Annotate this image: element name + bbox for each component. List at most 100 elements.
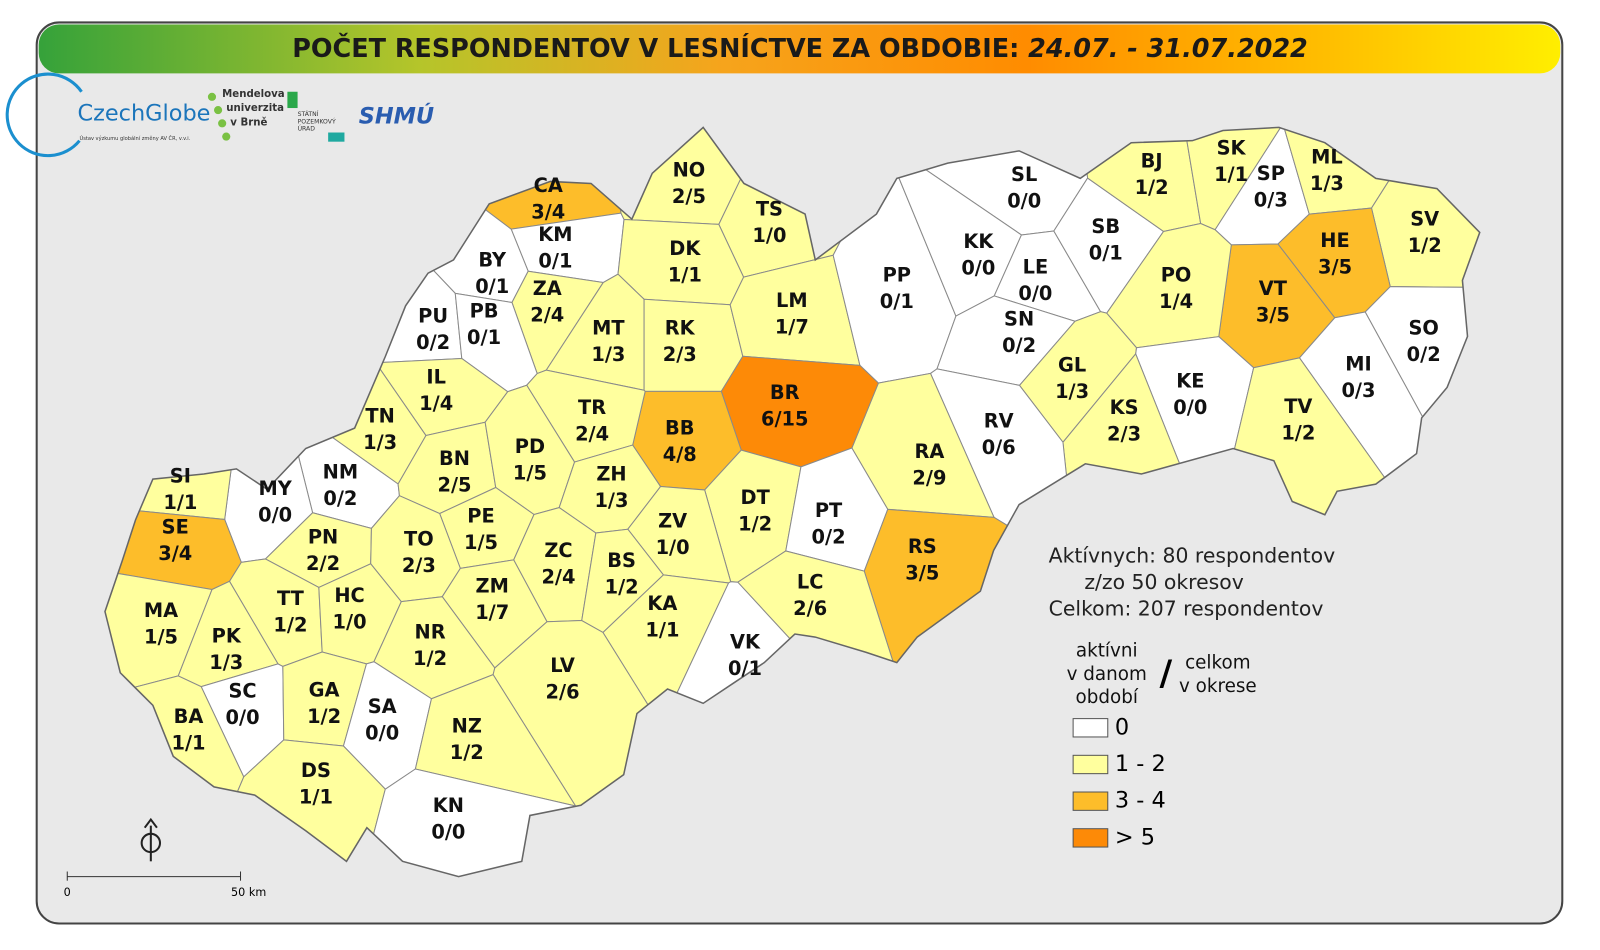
district-ratio: 0/1	[467, 326, 501, 349]
legend-note: aktívni	[1076, 640, 1138, 661]
district-ratio: 2/4	[530, 303, 564, 326]
district-ratio: 1/1	[172, 732, 206, 755]
district-ratio: 1/4	[1159, 290, 1193, 313]
district-code: BA	[174, 705, 204, 728]
district-code: RK	[665, 317, 696, 340]
district-code: TR	[578, 396, 606, 419]
district-ratio: 1/0	[333, 610, 367, 633]
district-ratio: 2/4	[575, 423, 609, 446]
district-ratio: 1/3	[209, 651, 243, 674]
district-code: PN	[308, 526, 338, 549]
district-code: DT	[741, 486, 771, 509]
district-ratio: 1/1	[1214, 163, 1248, 186]
district-code: SI	[170, 465, 191, 488]
district-ratio: 2/9	[912, 467, 946, 490]
district-code: RV	[984, 409, 1014, 432]
district-code: SA	[368, 695, 397, 718]
district-ratio: 1/2	[307, 705, 341, 728]
district-ratio: 1/3	[591, 343, 625, 366]
district-code: SL	[1011, 163, 1037, 186]
north-arrow	[140, 817, 162, 862]
logo-text: Ústav výzkumu globální změny AV ČR, v.v.…	[79, 135, 190, 142]
district-ratio: 1/3	[363, 431, 397, 454]
legend-note: v okrese	[1179, 676, 1257, 697]
district-ratio: 2/4	[541, 565, 575, 588]
district-code: BS	[607, 549, 636, 572]
district-code: MI	[1345, 352, 1371, 375]
district-code: ZA	[533, 277, 562, 300]
district-code: MT	[592, 317, 625, 340]
district-ratio: 1/1	[299, 786, 333, 809]
district-code: BY	[478, 248, 507, 271]
logo-text: Mendelova	[222, 89, 285, 100]
district-ratio: 3/5	[1318, 256, 1352, 279]
district-ratio: 1/7	[475, 601, 509, 624]
district-code: BB	[665, 417, 695, 440]
district-ratio: 0/0	[365, 721, 399, 744]
district-ratio: 1/4	[419, 392, 453, 415]
district-ratio: 0/0	[226, 706, 260, 729]
district-ratio: 1/7	[775, 316, 809, 339]
district-code: ZH	[596, 462, 626, 485]
legend-note: celkom	[1185, 653, 1250, 674]
district-ratio: 0/1	[475, 275, 509, 298]
district-ratio: 1/2	[605, 576, 639, 599]
district-code: SB	[1091, 215, 1120, 238]
district-code: BJ	[1141, 150, 1163, 173]
logo-text: POZEMKOVÝ	[298, 116, 336, 125]
district-ratio: 0/0	[258, 503, 292, 526]
legend-label: 1 - 2	[1115, 751, 1166, 777]
district-ratio: 2/5	[672, 185, 706, 208]
logos: CzechGlobe Ústav výzkumu globální změny …	[5, 72, 434, 158]
logo-text: STÁTNÍ	[298, 109, 319, 118]
district-code: PT	[815, 499, 843, 522]
district-code: PB	[470, 299, 499, 322]
district-code: IL	[426, 366, 446, 389]
district-code: BR	[770, 381, 800, 404]
district-code: KM	[538, 223, 572, 246]
district-code: GL	[1058, 353, 1086, 376]
logo-text: SHMÚ	[359, 102, 434, 130]
district-code: LE	[1023, 256, 1049, 279]
district-code: HC	[334, 584, 364, 607]
district-ratio: 2/3	[663, 343, 697, 366]
district-code: BN	[439, 447, 470, 470]
district-ratio: 1/2	[273, 613, 307, 636]
district-ratio: 1/5	[513, 461, 547, 484]
district-code: MA	[144, 599, 178, 622]
district-ratio: 2/2	[306, 552, 340, 575]
district-ratio: 1/3	[1310, 172, 1344, 195]
district-ratio: 2/6	[793, 597, 827, 620]
district-ratio: 0/1	[538, 249, 572, 272]
summary: Aktívnych: 80 respondentov	[1049, 544, 1336, 568]
legend-slash: /	[1160, 654, 1173, 694]
district-ratio: 3/5	[1256, 303, 1290, 326]
district-ratio: 1/5	[464, 531, 498, 554]
district-code: LC	[797, 571, 824, 594]
district-ratio: 3/4	[531, 201, 565, 224]
district-code: KS	[1110, 396, 1139, 419]
legend-label: 3 - 4	[1115, 788, 1166, 814]
district-code: PO	[1161, 264, 1192, 287]
district-ratio: 1/2	[413, 647, 447, 670]
district-code: KE	[1176, 370, 1204, 393]
district-ratio: 3/4	[158, 542, 192, 565]
summary: z/zo 50 okresov	[1084, 570, 1243, 594]
district-ratio: 2/5	[438, 474, 472, 497]
district-code: TV	[1284, 395, 1312, 418]
district-code: ZV	[658, 509, 687, 532]
district-code: PK	[212, 625, 242, 648]
scale-label: 0	[64, 886, 71, 899]
legend: 0 1 - 2 3 - 4 > 5	[1072, 714, 1166, 850]
district-code: LV	[550, 654, 575, 677]
district-code: SE	[162, 516, 189, 539]
district-code: CA	[534, 174, 563, 197]
district-code: KN	[433, 794, 464, 817]
district-code: PU	[418, 305, 448, 328]
district-ratio: 0/2	[812, 526, 846, 549]
district-code: HE	[1320, 229, 1349, 252]
district-code: KA	[647, 592, 677, 615]
district-code: RS	[908, 535, 937, 558]
legend-swatch	[1072, 754, 1109, 775]
legend-swatch	[1072, 791, 1109, 811]
